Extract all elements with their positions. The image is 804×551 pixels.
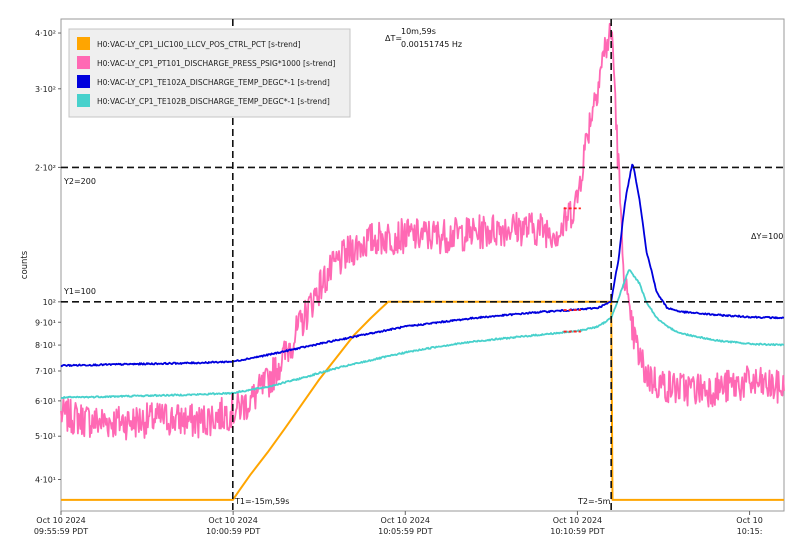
y1-cursor-label: Y1=100	[63, 287, 96, 296]
x-tick-date-2: Oct 10 2024	[381, 516, 430, 525]
legend-label-1: H0:VAC-LY_CP1_PT101_DISCHARGE_PRESS_PSIG…	[97, 59, 336, 68]
legend: H0:VAC-LY_CP1_LIC100_LLCV_POS_CTRL_PCT […	[68, 28, 351, 118]
y-axis-label: counts	[20, 250, 30, 279]
y-tick-label-6: 10²	[43, 298, 56, 307]
x-tick-date-3: Oct 10 2024	[553, 516, 602, 525]
delta-t-frequency: 0.00151745 Hz	[401, 40, 462, 49]
x-tick-time-0: 09:55:59 PDT	[34, 527, 88, 536]
y-axis-ticks: 4·10¹ 5·10¹ 6·10¹ 7·10¹ 8·10¹ 9·10¹ 10² 2·10² 3·…	[35, 29, 61, 484]
legend-swatch-0	[77, 37, 90, 50]
series-line-3	[60, 269, 785, 400]
legend-entry-1[interactable]: H0:VAC-LY_CP1_PT101_DISCHARGE_PRESS_PSIG…	[77, 56, 336, 69]
legend-label-2: H0:VAC-LY_CP1_TE102A_DISCHARGE_TEMP_DEGC…	[97, 78, 330, 87]
series-line-2	[60, 163, 785, 368]
x-axis-ticks: Oct 10 2024 09:55:59 PDT Oct 10 2024 10:00:…	[34, 511, 763, 536]
y-tick-label-5: 9·10¹	[35, 318, 56, 327]
x-tick-time-1: 10:00:59 PDT	[206, 527, 260, 536]
x-tick-date-0: Oct 10 2024	[36, 516, 85, 525]
x-tick-date-4: Oct 10	[736, 516, 763, 525]
y-tick-label-9: 4·10²	[35, 29, 56, 38]
t2-cursor-label: T2=-5m	[577, 497, 611, 506]
legend-label-3: H0:VAC-LY_CP1_TE102B_DISCHARGE_TEMP_DEGC…	[97, 97, 330, 106]
legend-swatch-2	[77, 75, 90, 88]
legend-swatch-3	[77, 94, 90, 107]
y-tick-label-4: 8·10¹	[35, 341, 56, 350]
y-tick-label-2: 6·10¹	[35, 397, 56, 406]
y-tick-label-8: 3·10²	[35, 85, 56, 94]
series-lines	[60, 22, 785, 501]
series-line-1	[60, 22, 785, 441]
delta-y-label: ΔY=100	[751, 232, 783, 241]
legend-entry-2[interactable]: H0:VAC-LY_CP1_TE102A_DISCHARGE_TEMP_DEGC…	[77, 75, 330, 88]
legend-entry-0[interactable]: H0:VAC-LY_CP1_LIC100_LLCV_POS_CTRL_PCT […	[77, 37, 301, 50]
y-tick-label-3: 7·10¹	[35, 367, 56, 376]
legend-label-0: H0:VAC-LY_CP1_LIC100_LLCV_POS_CTRL_PCT […	[97, 40, 301, 49]
legend-entry-3[interactable]: H0:VAC-LY_CP1_TE102B_DISCHARGE_TEMP_DEGC…	[77, 94, 330, 107]
y-tick-label-1: 5·10¹	[35, 432, 56, 441]
legend-box	[68, 28, 351, 118]
delta-t-label: ΔT=	[385, 34, 402, 43]
y-tick-label-0: 4·10¹	[35, 475, 56, 484]
t1-cursor-label: T1=-15m,59s	[234, 497, 289, 506]
x-tick-time-3: 10:10:59 PDT	[550, 527, 604, 536]
x-tick-date-1: Oct 10 2024	[208, 516, 257, 525]
y-tick-label-7: 2·10²	[35, 163, 56, 172]
legend-swatch-1	[77, 56, 90, 69]
series-line-0	[61, 300, 784, 501]
x-tick-time-2: 10:05:59 PDT	[378, 527, 432, 536]
y2-cursor-label: Y2=200	[63, 177, 96, 186]
delta-t-value: 10m,59s	[401, 27, 436, 36]
x-tick-time-4: 10:15:	[737, 527, 763, 536]
